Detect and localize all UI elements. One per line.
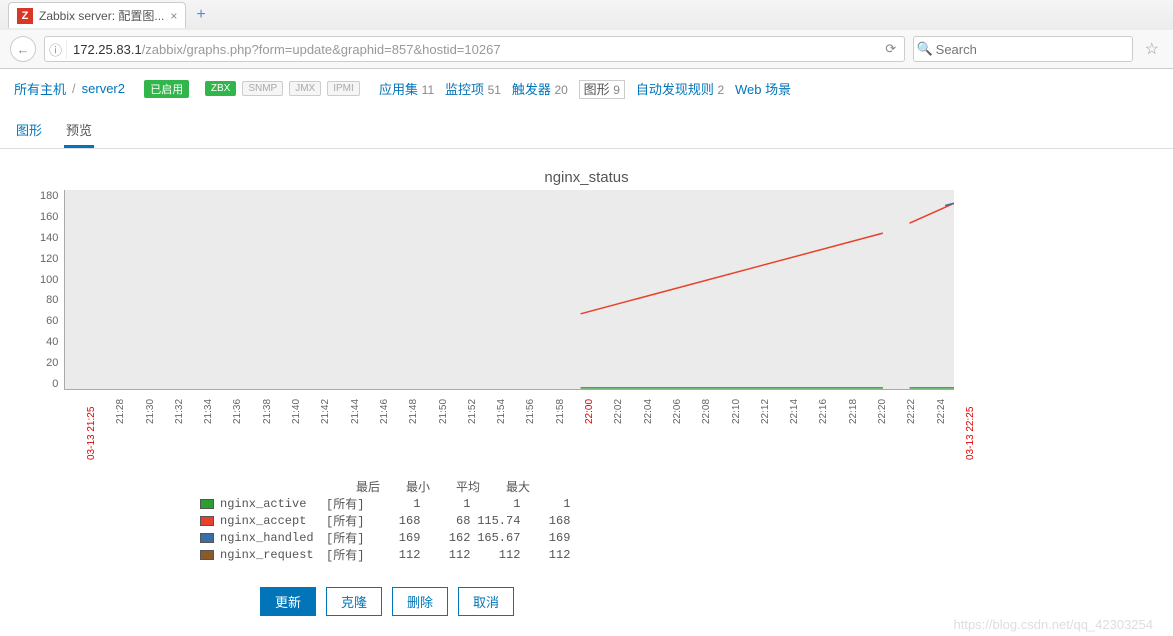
- y-axis: 180160140120100806040200: [40, 190, 64, 390]
- cancel-button[interactable]: 取消: [458, 587, 514, 616]
- tab-preview[interactable]: 预览: [64, 114, 94, 148]
- reload-icon[interactable]: ⟳: [878, 41, 904, 57]
- legend-row: nginx_request [所有] 112112112112: [200, 546, 1133, 563]
- enabled-badge: 已启用: [144, 80, 189, 98]
- zbx-badge: ZBX: [205, 81, 236, 96]
- tab-bar: Z Zabbix server: 配置图... × +: [0, 0, 1173, 30]
- legend-swatch: [200, 516, 214, 526]
- nav-item[interactable]: 监控项: [445, 82, 484, 97]
- tab-title: Zabbix server: 配置图...: [39, 7, 164, 24]
- chart-title: nginx_status: [40, 169, 1133, 186]
- tab-graph[interactable]: 图形: [14, 114, 44, 148]
- url-input[interactable]: ⓘ 172.25.83.1/zabbix/graphs.php?form=upd…: [44, 36, 905, 62]
- browser-chrome: Z Zabbix server: 配置图... × + ← ⓘ 172.25.8…: [0, 0, 1173, 69]
- chart-plot: [64, 190, 954, 390]
- back-button[interactable]: ←: [10, 36, 36, 62]
- legend-row: nginx_handled [所有] 169162165.67169: [200, 529, 1133, 546]
- legend: 最后最小平均最大 nginx_active [所有] 1111 nginx_ac…: [200, 478, 1133, 563]
- update-button[interactable]: 更新: [260, 587, 316, 616]
- clone-button[interactable]: 克隆: [326, 587, 382, 616]
- search-input[interactable]: [936, 42, 1132, 57]
- breadcrumb-hosts[interactable]: 所有主机: [14, 79, 66, 98]
- bookmark-icon[interactable]: ☆: [1141, 39, 1163, 59]
- search-icon: 🔍: [914, 41, 936, 57]
- x-axis: 03-13 21:2521:2821:3021:3221:3421:3621:3…: [86, 390, 976, 460]
- action-buttons: 更新 克隆 删除 取消: [260, 587, 1133, 616]
- legend-swatch: [200, 499, 214, 509]
- tab-close-icon[interactable]: ×: [170, 9, 177, 23]
- new-tab-button[interactable]: +: [196, 6, 205, 24]
- nav-item[interactable]: Web 场景: [735, 82, 791, 97]
- url-bar: ← ⓘ 172.25.83.1/zabbix/graphs.php?form=u…: [0, 30, 1173, 68]
- snmp-badge: SNMP: [242, 81, 283, 96]
- delete-button[interactable]: 删除: [392, 587, 448, 616]
- nav-item[interactable]: 自动发现规则: [636, 82, 714, 97]
- nav-item[interactable]: 应用集: [379, 82, 418, 97]
- host-nav: 所有主机 / server2 已启用 ZBX SNMP JMX IPMI 应用集…: [0, 69, 1173, 108]
- legend-swatch: [200, 550, 214, 560]
- browser-search[interactable]: 🔍: [913, 36, 1133, 62]
- jmx-badge: JMX: [289, 81, 321, 96]
- site-info-icon[interactable]: ⓘ: [45, 40, 67, 59]
- legend-row: nginx_active [所有] 1111: [200, 495, 1133, 512]
- breadcrumb-sep: /: [72, 81, 76, 96]
- url-text: 172.25.83.1/zabbix/graphs.php?form=updat…: [67, 42, 878, 57]
- watermark: https://blog.csdn.net/qq_42303254: [954, 617, 1154, 632]
- browser-tab[interactable]: Z Zabbix server: 配置图... ×: [8, 2, 186, 28]
- legend-swatch: [200, 533, 214, 543]
- sub-tabs: 图形 预览: [0, 108, 1173, 149]
- favicon: Z: [17, 8, 33, 24]
- ipmi-badge: IPMI: [327, 81, 360, 96]
- legend-row: nginx_accept [所有] 16868115.74168: [200, 512, 1133, 529]
- nav-item[interactable]: 触发器: [512, 82, 551, 97]
- chart-area: nginx_status 180160140120100806040200 03…: [0, 149, 1173, 636]
- nav-item-active: 图形 9: [579, 80, 625, 99]
- breadcrumb-host[interactable]: server2: [82, 81, 125, 96]
